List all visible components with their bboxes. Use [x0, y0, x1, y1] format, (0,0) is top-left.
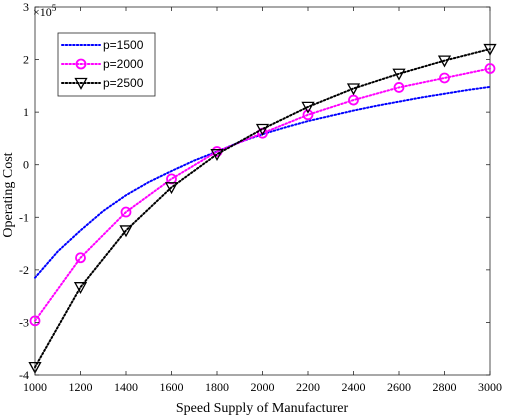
- legend-label: p=1500: [103, 38, 144, 52]
- series-3-point: [346, 83, 361, 96]
- y-tick-label: 3: [23, 0, 29, 14]
- x-tick-label: 2600: [387, 380, 411, 394]
- series-line-3: [34, 48, 491, 369]
- series-2-point: [484, 63, 496, 74]
- legend: p=1500 p=2000 p=2500: [57, 32, 156, 97]
- series-2-point: [348, 94, 359, 106]
- y-tick-label: 0: [23, 158, 29, 172]
- x-axis-label: Speed Supply of Manufacturer: [176, 401, 349, 416]
- y-scale-exponent: ×105: [33, 3, 57, 19]
- series-3-point: [255, 123, 270, 136]
- series-2-point: [120, 206, 132, 218]
- series-3-point: [483, 43, 497, 56]
- x-tick-label: 1000: [23, 380, 47, 394]
- y-axis-label: Operating Cost: [1, 152, 16, 237]
- series-2-point: [393, 82, 405, 93]
- series-3-point: [301, 101, 315, 114]
- x-tick-label: 1200: [69, 380, 93, 394]
- y-tick-label: 2: [23, 53, 29, 67]
- legend-label: p=2500: [103, 76, 144, 90]
- y-tick-label: -4: [19, 368, 29, 382]
- y-tick-label: 1: [23, 105, 29, 119]
- series-3-point: [164, 182, 179, 195]
- legend-swatch-marker: [74, 77, 88, 90]
- x-tick-label: 1600: [160, 380, 184, 394]
- legend-swatch-marker: [75, 58, 87, 70]
- x-tick-label: 2800: [433, 380, 457, 394]
- series-3-point: [392, 68, 406, 81]
- x-tick-label: 1400: [114, 380, 138, 394]
- x-tick-label: 1800: [205, 380, 229, 394]
- legend-label: p=2000: [103, 57, 144, 71]
- x-tick-label: 2400: [342, 380, 366, 394]
- series-3-point: [437, 55, 452, 68]
- series-2-point: [75, 252, 86, 264]
- series-3-point: [119, 225, 133, 238]
- y-tick-label: -1: [19, 210, 29, 224]
- series-2-point: [439, 72, 450, 84]
- y-tick-label: -3: [19, 315, 29, 329]
- series-3-point: [73, 282, 88, 295]
- x-tick-label: 2200: [296, 380, 320, 394]
- series-2-point: [302, 109, 314, 121]
- series-3-point: [210, 149, 224, 162]
- series-3-point: [28, 361, 42, 374]
- x-tick-label: 3000: [478, 380, 502, 394]
- axes-layer: 1000 1200 1400 1600 1800 2000 2200 2400 2600 2800…: [19, 0, 502, 394]
- series-layer: [28, 43, 497, 374]
- series-2-point: [29, 315, 41, 327]
- x-tick-label: 2000: [251, 380, 275, 394]
- y-tick-label: -2: [19, 263, 29, 277]
